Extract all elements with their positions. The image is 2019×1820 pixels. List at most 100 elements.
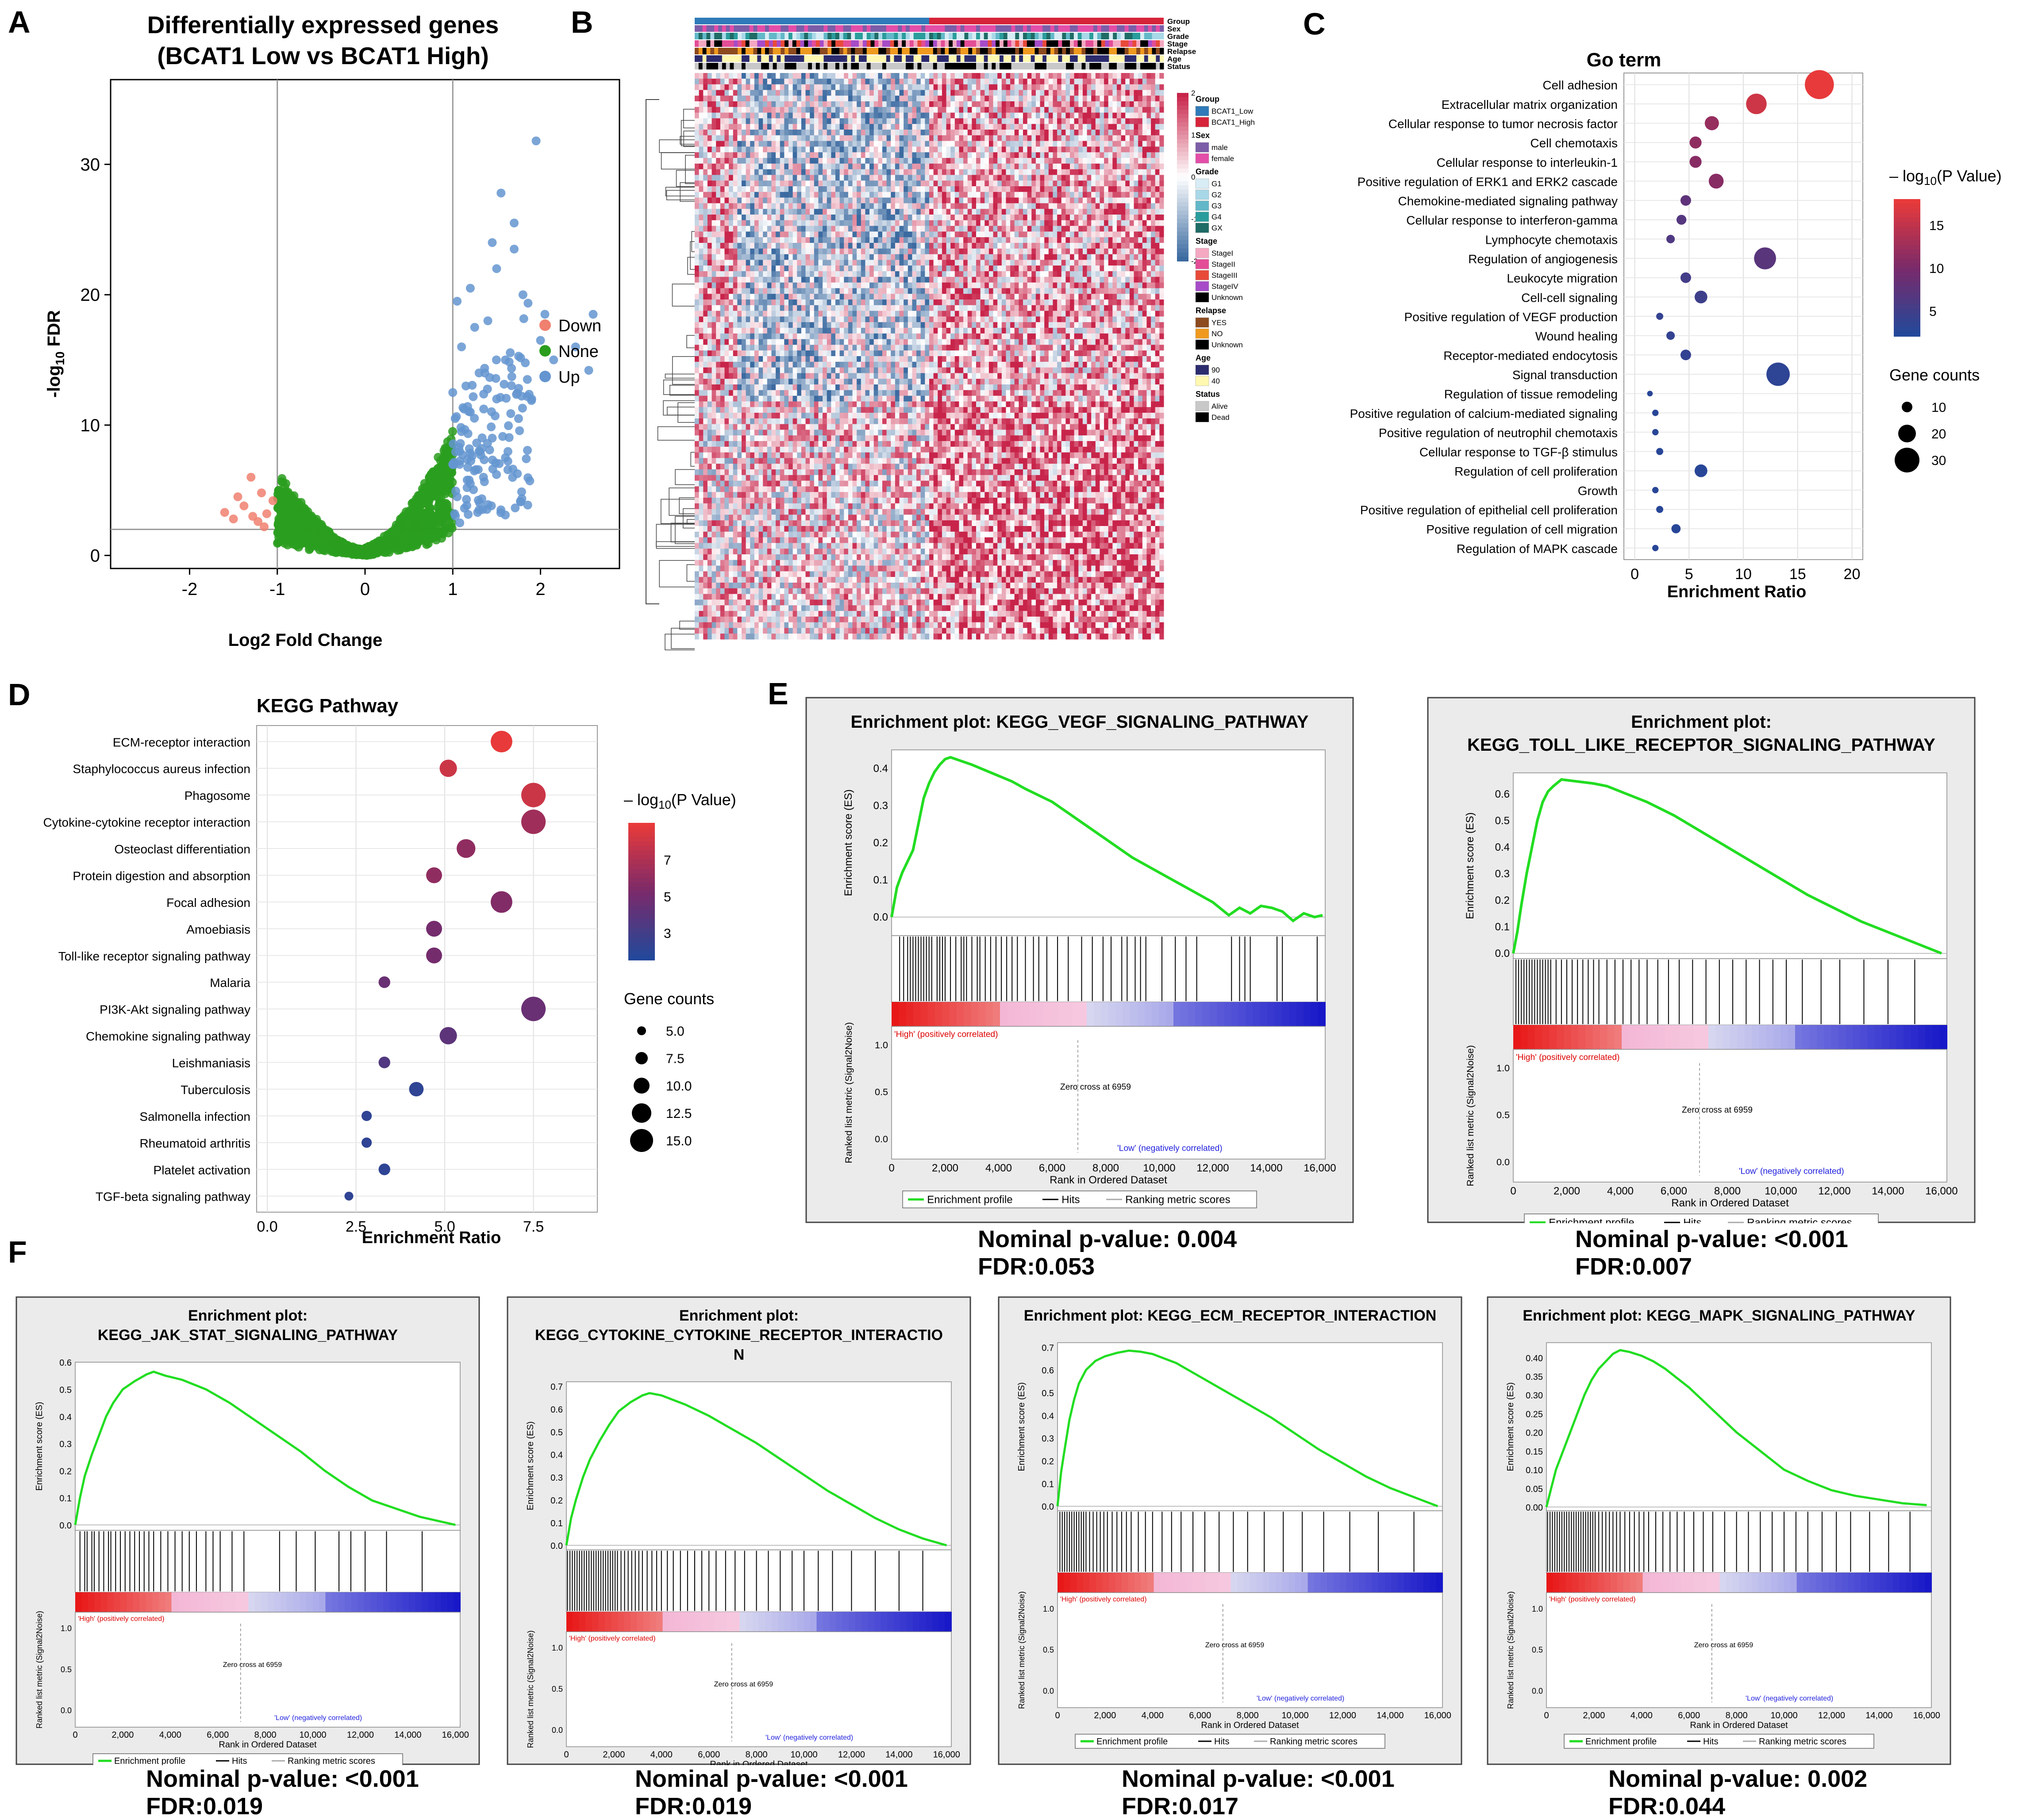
heatmap-cell <box>853 107 857 113</box>
heatmap-cell <box>720 84 725 90</box>
heatmap-cell <box>938 73 942 79</box>
heatmap-cell <box>1036 141 1040 147</box>
heatmap-cell <box>716 84 720 90</box>
heatmap-cell <box>844 169 848 175</box>
heatmap-cell <box>968 180 972 186</box>
heatmap-cell <box>882 101 887 107</box>
heatmap-cell <box>844 192 848 198</box>
annot-cell-grade <box>941 33 945 39</box>
heatmap-cell <box>712 124 716 130</box>
heatmap-cell <box>921 175 925 180</box>
heatmap-cell <box>959 180 963 186</box>
heatmap-cell <box>724 79 729 84</box>
heatmap-cell <box>1061 79 1066 84</box>
annot-cell-sex <box>1078 25 1082 32</box>
annot-cell-relapse <box>855 48 859 54</box>
heatmap-cell <box>942 180 946 186</box>
heatmap-cell <box>848 198 853 204</box>
heatmap-cell <box>921 186 925 192</box>
heatmap-cell <box>912 186 916 192</box>
heatmap-cell <box>716 113 720 119</box>
heatmap-cell <box>712 141 716 147</box>
heatmap-cell <box>1138 158 1142 164</box>
annot-cell-age <box>1101 55 1105 62</box>
annot-cell-status <box>1121 63 1125 69</box>
heatmap-cell <box>1015 141 1019 147</box>
heatmap-cell <box>737 113 742 119</box>
heatmap-cell <box>737 141 742 147</box>
heatmap-cell <box>895 107 900 113</box>
heatmap-cell <box>699 124 704 130</box>
volcano-point-up <box>523 299 532 307</box>
heatmap-cell <box>1031 203 1036 209</box>
heatmap-cell <box>1117 79 1121 84</box>
heatmap-cell <box>712 169 716 175</box>
heatmap-cell <box>900 96 904 101</box>
annot-cell-stage <box>718 40 722 47</box>
heatmap-cell <box>1151 84 1155 90</box>
heatmap-cell <box>801 198 806 204</box>
heatmap-cell <box>733 203 738 209</box>
volcano-y-label-prefix: -log <box>44 365 64 398</box>
heatmap-cell <box>857 158 861 164</box>
heatmap-cell <box>844 101 848 107</box>
heatmap-cell <box>929 180 934 186</box>
heatmap-cell <box>716 107 720 113</box>
annot-cell-age <box>859 55 863 62</box>
annot-cell-status <box>906 63 910 69</box>
heatmap-cell <box>853 146 857 152</box>
heatmap-cell <box>1023 113 1027 119</box>
heatmap-cell <box>754 180 759 186</box>
heatmap-cell <box>968 107 972 113</box>
heatmap-cell <box>848 146 853 152</box>
annot-cell-relapse <box>781 48 785 54</box>
heatmap-cell <box>861 101 865 107</box>
heatmap-cell <box>759 141 763 147</box>
heatmap-cell <box>767 107 772 113</box>
heatmap-cell <box>865 175 869 180</box>
heatmap-cell <box>1104 192 1108 198</box>
volcano-point-up <box>492 470 501 479</box>
annot-cell-status <box>980 63 984 69</box>
heatmap-cell <box>882 141 887 147</box>
heatmap-cell <box>1091 186 1096 192</box>
heatmap-cell <box>1091 118 1096 124</box>
annot-cell-grade <box>1132 33 1136 39</box>
heatmap-cell <box>776 141 780 147</box>
heatmap-cell <box>844 84 848 90</box>
annot-cell-sex <box>992 25 996 32</box>
heatmap-cell <box>1108 141 1113 147</box>
heatmap-cell <box>1070 164 1074 169</box>
heatmap-cell <box>1053 135 1057 141</box>
volcano-point-up <box>508 372 516 381</box>
annot-cell-grade <box>968 33 972 39</box>
annot-cell-grade <box>800 33 804 39</box>
volcano-point-up <box>585 366 593 375</box>
heatmap-cell <box>934 113 938 119</box>
heatmap-cell <box>1049 180 1053 186</box>
heatmap-cell <box>1023 169 1027 175</box>
heatmap-cell <box>720 192 725 198</box>
annot-cell-relapse <box>843 48 847 54</box>
annot-cell-age <box>827 55 831 62</box>
heatmap-cell <box>942 186 946 192</box>
heatmap-cell <box>810 124 814 130</box>
heatmap-cell <box>908 101 912 107</box>
heatmap-cell <box>934 192 938 198</box>
annot-cell-stage <box>738 40 742 47</box>
heatmap-cell <box>857 192 861 198</box>
heatmap-cell <box>1036 152 1040 158</box>
heatmap-cell <box>742 130 746 135</box>
heatmap-cell <box>891 135 895 141</box>
heatmap-cell <box>776 113 780 119</box>
annot-cell-sex <box>1031 25 1035 32</box>
heatmap-cell <box>853 198 857 204</box>
heatmap-cell <box>993 186 998 192</box>
annot-cell-relapse <box>726 48 730 54</box>
heatmap-cell <box>712 203 716 209</box>
annot-cell-stage <box>1046 40 1050 47</box>
heatmap-cell <box>784 90 788 96</box>
heatmap-cell <box>1108 175 1113 180</box>
annot-cell-stage <box>1000 40 1004 47</box>
heatmap-cell <box>724 101 729 107</box>
